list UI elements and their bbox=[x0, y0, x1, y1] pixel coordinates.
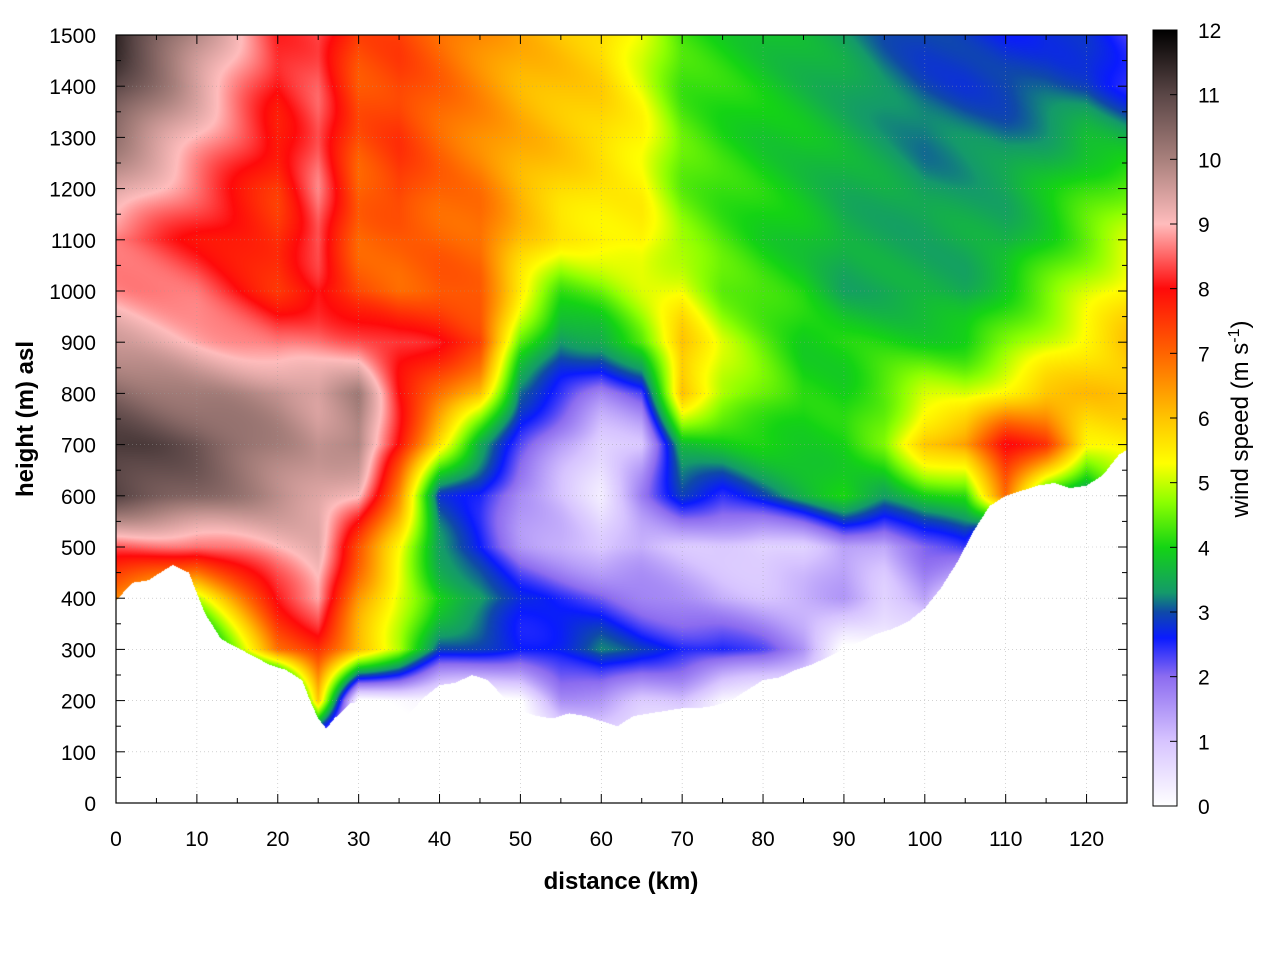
colorbar-tick-label: 9 bbox=[1198, 214, 1210, 237]
wind-speed-raster bbox=[116, 35, 1127, 803]
y-tick-label: 200 bbox=[61, 691, 96, 714]
colorbar-title-exponent: -1 bbox=[1226, 328, 1243, 342]
y-tick-label: 1000 bbox=[49, 281, 96, 304]
x-tick-label: 0 bbox=[110, 828, 122, 851]
colorbar-tick-label: 12 bbox=[1198, 20, 1221, 43]
y-tick-label: 0 bbox=[84, 793, 96, 816]
x-axis: 0 10 20 30 40 50 60 70 80 90 100 110 120 bbox=[110, 35, 1104, 851]
colorbar-tick-label: 6 bbox=[1198, 408, 1210, 431]
y-tick-label: 100 bbox=[61, 742, 96, 765]
colorbar-title: wind speed (m s-1) bbox=[1226, 321, 1254, 519]
x-tick-label: 20 bbox=[266, 828, 289, 851]
y-axis-title: height (m) asl bbox=[12, 341, 39, 497]
y-tick-label: 1100 bbox=[51, 230, 96, 253]
wind-speed-field bbox=[116, 35, 1127, 803]
colorbar-tick-label: 11 bbox=[1198, 85, 1220, 108]
x-tick-label: 120 bbox=[1069, 828, 1104, 851]
x-tick-label: 60 bbox=[590, 828, 613, 851]
y-tick-label: 1400 bbox=[49, 76, 96, 99]
y-tick-label: 800 bbox=[61, 383, 96, 406]
x-tick-label: 40 bbox=[428, 828, 451, 851]
x-tick-label: 100 bbox=[907, 828, 942, 851]
colorbar-tick-label: 1 bbox=[1198, 731, 1210, 754]
x-axis-title: distance (km) bbox=[544, 868, 699, 895]
y-tick-label: 1500 bbox=[49, 25, 96, 48]
y-tick-label: 1200 bbox=[49, 179, 96, 202]
colorbar-title-close: ) bbox=[1227, 321, 1254, 329]
colorbar-tick-label: 7 bbox=[1198, 343, 1210, 366]
colorbar-tick-label: 0 bbox=[1198, 796, 1210, 819]
x-tick-label: 70 bbox=[670, 828, 693, 851]
y-tick-label: 1300 bbox=[49, 127, 96, 150]
grid-lines bbox=[116, 35, 1127, 803]
colorbar-tick-label: 5 bbox=[1198, 473, 1210, 496]
y-tick-label: 600 bbox=[61, 486, 96, 509]
x-tick-label: 110 bbox=[989, 828, 1022, 851]
colorbar-tick-label: 3 bbox=[1198, 602, 1210, 625]
colorbar-tick-label: 10 bbox=[1198, 149, 1221, 172]
x-tick-label: 30 bbox=[347, 828, 370, 851]
y-tick-label: 500 bbox=[61, 537, 96, 560]
y-axis: 0 100 200 300 400 500 600 700 800 900 1000 1100 1200… bbox=[49, 25, 1127, 816]
colorbar-tick-label: 8 bbox=[1198, 279, 1210, 302]
x-tick-label: 90 bbox=[832, 828, 855, 851]
colorbar-title-main: wind speed (m s bbox=[1227, 343, 1254, 519]
x-tick-label: 10 bbox=[185, 828, 208, 851]
y-tick-label: 700 bbox=[61, 435, 96, 458]
y-tick-label: 300 bbox=[61, 639, 96, 662]
y-tick-label: 900 bbox=[61, 332, 96, 355]
y-tick-label: 400 bbox=[61, 588, 96, 611]
colorbar-tick-label: 2 bbox=[1198, 667, 1210, 690]
x-tick-label: 80 bbox=[751, 828, 774, 851]
colorbar-tick-label: 4 bbox=[1198, 537, 1210, 560]
x-tick-label: 50 bbox=[509, 828, 532, 851]
